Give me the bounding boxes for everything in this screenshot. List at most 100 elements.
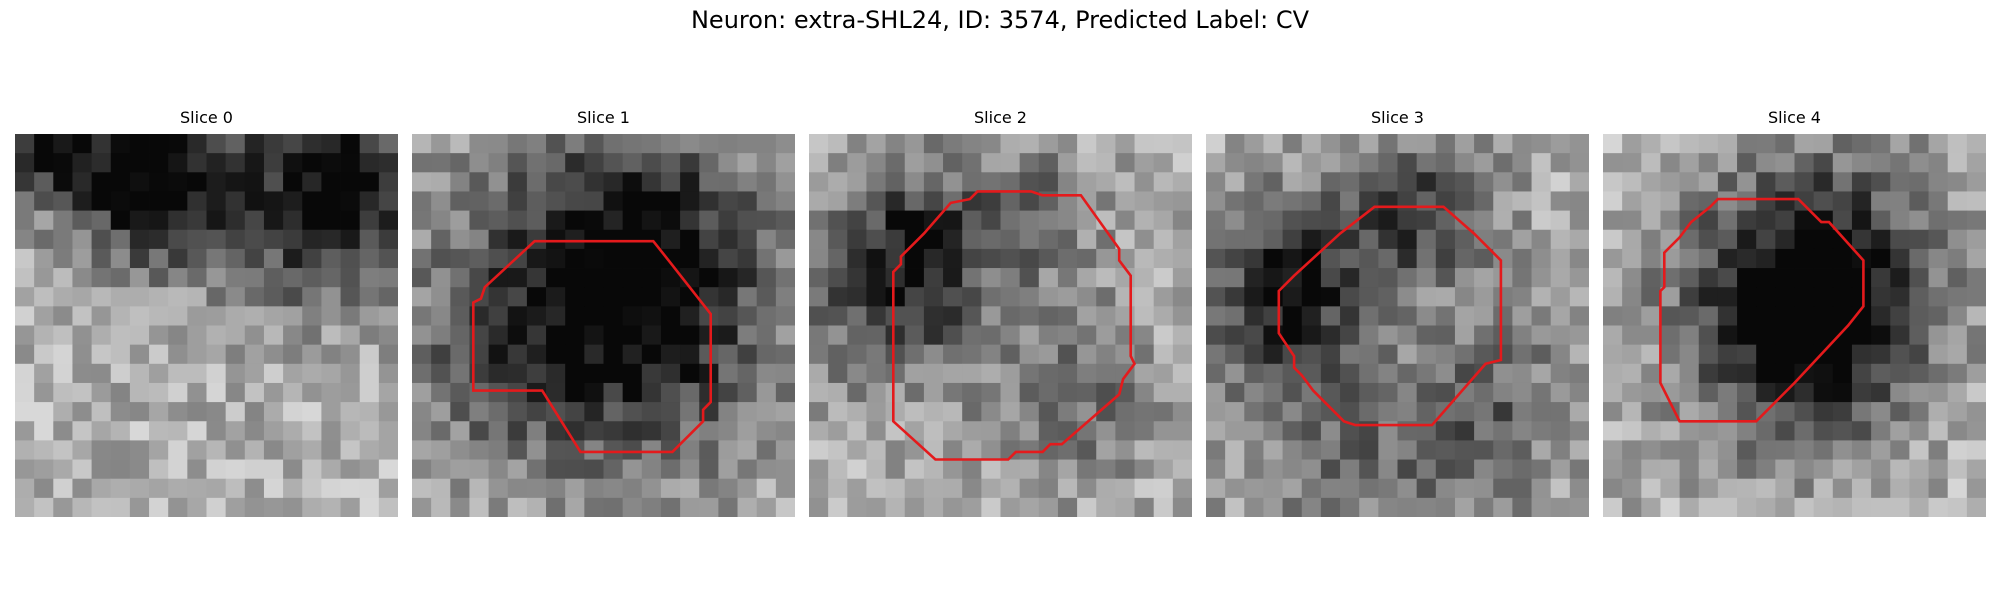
pixel — [1077, 421, 1097, 441]
pixel — [603, 172, 624, 192]
pixel — [1206, 382, 1226, 403]
pixel — [756, 191, 777, 211]
pixel — [603, 497, 624, 517]
pixel — [450, 172, 470, 192]
pixel — [756, 497, 777, 517]
pixel — [1474, 459, 1494, 480]
pixel — [1775, 344, 1795, 365]
pixel — [110, 325, 131, 346]
pixel — [53, 210, 73, 231]
pixel — [1660, 382, 1680, 403]
pixel — [263, 172, 284, 192]
pixel — [943, 325, 963, 346]
pixel — [565, 210, 585, 231]
pixel — [431, 248, 451, 269]
pixel — [1679, 421, 1700, 441]
pixel — [1717, 459, 1738, 480]
pixel — [1454, 134, 1475, 154]
pixel — [149, 478, 169, 499]
pixel — [1378, 134, 1398, 154]
pixel — [1301, 344, 1322, 365]
pixel — [431, 440, 451, 460]
pixel — [1813, 134, 1834, 154]
pixel — [283, 478, 303, 499]
pixel — [450, 440, 470, 460]
pixel — [809, 382, 829, 403]
pixel — [1244, 172, 1264, 192]
pixel — [206, 229, 227, 250]
pixel — [1531, 421, 1552, 441]
pixel — [1263, 478, 1283, 499]
pixel — [885, 325, 906, 346]
pixel — [1474, 325, 1494, 346]
pixel — [1871, 134, 1891, 154]
pixel — [1928, 421, 1949, 441]
pixel — [904, 248, 925, 269]
pixel — [431, 344, 451, 365]
pixel — [809, 210, 829, 231]
pixel — [187, 268, 207, 288]
pixel — [1622, 134, 1642, 154]
pixel — [660, 421, 681, 441]
pixel — [412, 268, 432, 288]
pixel — [53, 153, 73, 173]
pixel — [1756, 210, 1776, 231]
pixel — [1282, 363, 1303, 384]
pixel — [756, 363, 777, 384]
pixel — [1737, 459, 1757, 480]
pixel — [1077, 325, 1097, 346]
pixel — [1225, 344, 1245, 365]
pixel — [737, 210, 758, 231]
pixel — [225, 248, 246, 269]
pixel — [469, 191, 489, 211]
pixel — [1057, 287, 1078, 307]
pixel — [225, 497, 246, 517]
pixel — [1134, 172, 1155, 192]
pixel — [526, 172, 547, 192]
pixel — [1397, 402, 1418, 422]
pixel — [149, 363, 169, 384]
pixel — [302, 172, 322, 192]
pixel — [1717, 287, 1738, 307]
pixel — [359, 402, 380, 422]
pixel — [1077, 268, 1097, 288]
pixel — [507, 325, 528, 346]
pixel — [1378, 287, 1398, 307]
pixel — [737, 134, 758, 154]
pixel — [962, 248, 982, 269]
pixel — [1115, 306, 1135, 326]
pixel — [809, 248, 829, 269]
pixel — [1263, 402, 1283, 422]
pixel — [1512, 344, 1532, 365]
pixel — [1851, 287, 1872, 307]
pixel — [53, 229, 73, 250]
pixel — [981, 440, 1001, 460]
pixel — [756, 172, 777, 192]
pixel — [775, 459, 795, 480]
pixel — [1622, 421, 1642, 441]
pixel — [660, 344, 681, 365]
pixel — [412, 191, 432, 211]
pixel — [1531, 210, 1552, 231]
pixel — [1454, 440, 1475, 460]
pixel — [1378, 497, 1398, 517]
pixel — [1512, 134, 1532, 154]
pixel — [1301, 153, 1322, 173]
pixel — [129, 287, 150, 307]
pixel — [283, 440, 303, 460]
pixel — [1851, 421, 1872, 441]
pixel — [263, 478, 284, 499]
pixel — [1378, 306, 1398, 326]
pixel — [641, 172, 662, 192]
pixel — [263, 210, 284, 231]
pixel — [756, 402, 777, 422]
pixel — [1000, 459, 1021, 480]
pixel — [1794, 382, 1815, 403]
pixel — [1698, 210, 1719, 231]
pixel — [866, 325, 886, 346]
pixel — [1263, 497, 1283, 517]
pixel — [699, 478, 719, 499]
pixel — [340, 210, 361, 231]
pixel — [359, 306, 380, 326]
pixel — [1531, 325, 1552, 346]
